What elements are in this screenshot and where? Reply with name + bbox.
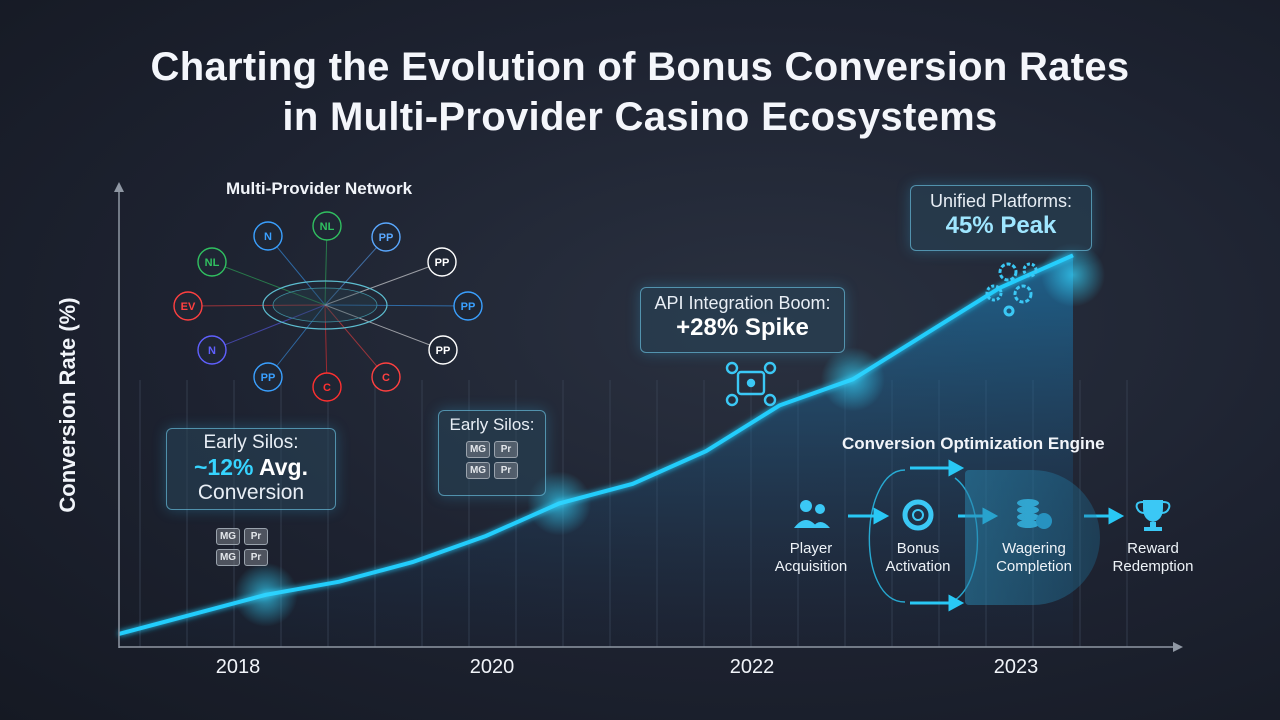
provider-node-label: NL (205, 257, 220, 269)
engine-curve-left (868, 469, 906, 603)
data-point-glow (1040, 242, 1105, 307)
x-tick-label: 2023 (993, 656, 1039, 678)
network-title: Multi-Provider Network (226, 179, 413, 198)
provider-node (253, 221, 283, 251)
network-hub (262, 280, 388, 330)
network-link (267, 304, 326, 378)
callout-api-boom: API Integration Boom: +28% Spike (640, 287, 845, 353)
provider-node-label: C (323, 382, 331, 394)
data-point-glow (820, 347, 885, 412)
network-hub-inner (272, 287, 378, 323)
silo-badges-1: MG Pr MG Pr (214, 526, 270, 568)
y-axis-arrow-icon (114, 182, 124, 192)
provider-badge: MG (466, 462, 490, 479)
engine-step-label: Player Acquisition (774, 540, 848, 575)
provider-node (312, 211, 342, 241)
network-nodes-icon (725, 361, 777, 407)
provider-node-label: C (382, 372, 390, 384)
provider-network-diagram: NL PP PP PP PP NL EV N PP C C N (173, 211, 483, 402)
provider-badge: MG (216, 528, 240, 545)
provider-badge: Pr (494, 441, 518, 458)
trophy-icon (1135, 500, 1171, 531)
engine-title: Conversion Optimization Engine (842, 434, 1105, 453)
provider-badge: Pr (494, 462, 518, 479)
callout-early-silos: Early Silos: MG Pr MG Pr (438, 410, 546, 496)
network-link (324, 304, 469, 307)
x-axis-arrow-icon (1173, 642, 1183, 652)
provider-node-label: N (264, 231, 272, 243)
provider-node (427, 247, 457, 277)
network-link (324, 236, 387, 306)
gears-icon (985, 262, 1038, 317)
network-link (324, 261, 443, 306)
provider-node (197, 335, 227, 365)
engine-step-label: Bonus Activation (885, 540, 951, 575)
provider-badge: Pr (244, 549, 268, 566)
x-tick-label: 2022 (729, 656, 775, 678)
network-link (187, 304, 326, 307)
callout-unified-peak: Unified Platforms: 45% Peak (910, 185, 1092, 251)
provider-node-label: PP (461, 301, 476, 313)
chart-title: Charting the Evolution of Bonus Conversi… (150, 45, 1130, 139)
engine-step-label: Reward Redemption (1112, 540, 1194, 575)
callout-early-silos-avg: Early Silos: ~12% Avg. Conversion (166, 428, 336, 510)
provider-node (173, 291, 203, 321)
network-link (267, 235, 326, 306)
provider-node (453, 291, 483, 321)
provider-node (197, 247, 227, 277)
provider-node (371, 362, 401, 392)
provider-node-label: PP (379, 232, 394, 244)
network-link (211, 304, 326, 351)
highlight-glows (233, 242, 1105, 627)
provider-node (371, 222, 401, 252)
data-point-glow (233, 562, 298, 627)
engine-highlight-panel (965, 470, 1100, 605)
users-icon (794, 500, 830, 528)
network-link (324, 304, 387, 378)
provider-node-label: PP (435, 257, 450, 269)
engine-step-label: Wagering Completion (996, 540, 1072, 575)
x-tick-label: 2018 (215, 656, 261, 678)
provider-node-label: PP (261, 372, 276, 384)
provider-node-label: PP (436, 345, 451, 357)
provider-node (428, 335, 458, 365)
x-tick-label: 2020 (469, 656, 515, 678)
provider-badge: Pr (244, 528, 268, 545)
series-area (119, 255, 1073, 648)
provider-node (253, 362, 283, 392)
provider-node (312, 372, 342, 402)
network-link (324, 304, 444, 351)
provider-node-label: EV (181, 301, 196, 313)
lifebuoy-icon (902, 499, 934, 531)
provider-node-label: N (208, 345, 216, 357)
provider-badge: MG (216, 549, 240, 566)
provider-node-label: NL (320, 221, 335, 233)
provider-badge: MG (466, 441, 490, 458)
network-link (211, 261, 326, 306)
